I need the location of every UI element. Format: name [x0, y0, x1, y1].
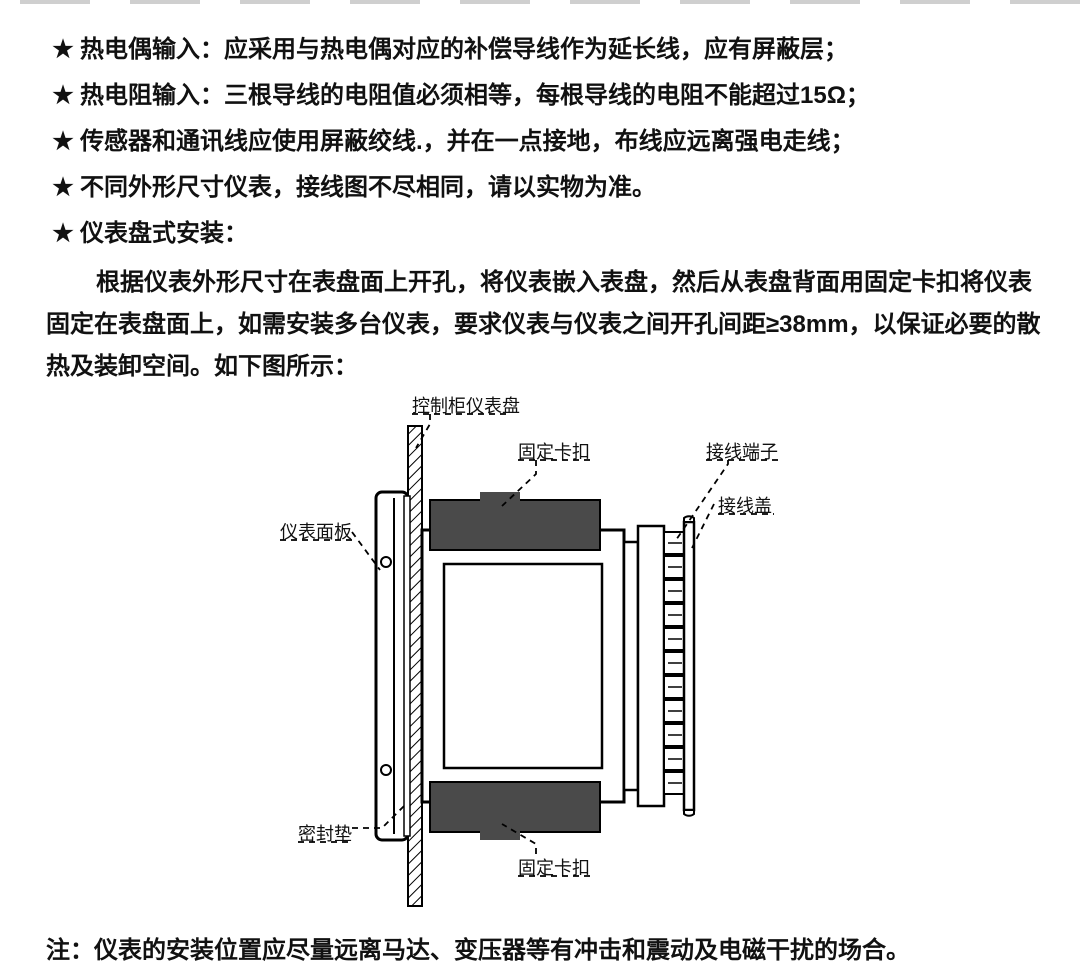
bullet-item: ★ 传感器和通讯线应使用屏蔽绞线.，并在一点接地，布线应远离强电走线；	[46, 120, 1046, 164]
star-icon: ★	[46, 166, 80, 210]
bullet-item: ★ 不同外形尺寸仪表，接线图不尽相同，请以实物为准。	[46, 166, 1046, 210]
bullet-item: ★ 热电阻输入： 三根导线的电阻值必须相等，每根导线的电阻不能超过15Ω；	[46, 74, 1046, 118]
bullet-label: 热电偶输入：	[80, 28, 224, 72]
paragraph-text: 根据仪表外形尺寸在表盘面上开孔，将仪表嵌入表盘，然后从表盘背面用固定卡扣将仪表固…	[46, 269, 1041, 380]
bullet-text: 传感器和通讯线应使用屏蔽绞线.，并在一点接地，布线应远离强电走线；	[80, 120, 855, 164]
page-top-dash-border	[0, 0, 1080, 6]
footnote-text: 注：仪表的安装位置应尽量远离马达、变压器等有冲击和震动及电磁干扰的场合。	[46, 937, 910, 964]
bullet-text: 不同外形尺寸仪表，接线图不尽相同，请以实物为准。	[80, 166, 656, 210]
star-icon: ★	[46, 28, 80, 72]
bullet-item: ★ 热电偶输入： 应采用与热电偶对应的补偿导线作为延长线，应有屏蔽层；	[46, 28, 1046, 72]
install-paragraph: 根据仪表外形尺寸在表盘面上开孔，将仪表嵌入表盘，然后从表盘背面用固定卡扣将仪表固…	[46, 262, 1046, 388]
bullet-label: 热电阻输入：	[80, 74, 224, 118]
bullet-list: ★ 热电偶输入： 应采用与热电偶对应的补偿导线作为延长线，应有屏蔽层； ★ 热电…	[46, 28, 1046, 258]
install-diagram: 控制柜仪表盘 固定卡扣 接线端子 接线盖 仪表面板 密封垫 固定卡扣	[280, 392, 840, 928]
bullet-label: 仪表盘式安装：	[80, 212, 248, 256]
bullet-text: 应采用与热电偶对应的补偿导线作为延长线，应有屏蔽层；	[224, 28, 848, 72]
star-icon: ★	[46, 212, 80, 256]
bullet-text: 三根导线的电阻值必须相等，每根导线的电阻不能超过15Ω；	[224, 74, 870, 118]
footnote: 注：仪表的安装位置应尽量远离马达、变压器等有冲击和震动及电磁干扰的场合。	[46, 930, 1046, 965]
bullet-item: ★ 仪表盘式安装：	[46, 212, 1046, 256]
star-icon: ★	[46, 74, 80, 118]
star-icon: ★	[46, 120, 80, 164]
diagram-svg	[280, 392, 840, 928]
